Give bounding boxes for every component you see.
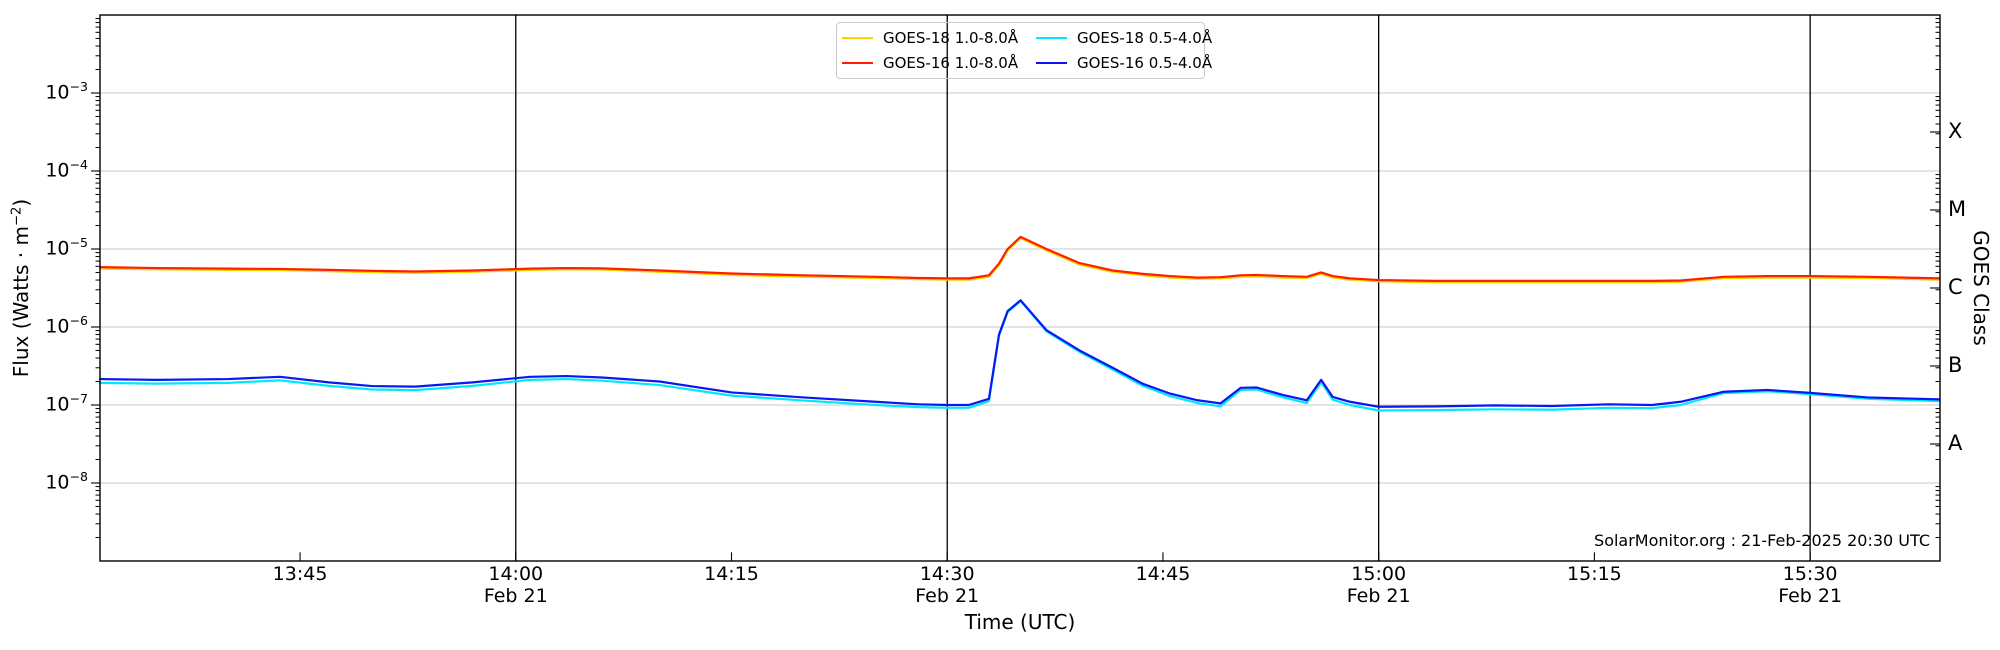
- x-axis-label: Time (UTC): [964, 610, 1076, 634]
- y-axis-label-pre: Flux (Watts · m: [9, 226, 33, 378]
- goes-class-letter: M: [1948, 197, 1967, 221]
- x-tick-label: 14:15: [704, 563, 759, 585]
- x-tick-label: 15:30: [1782, 563, 1838, 585]
- goes-class-letter: B: [1948, 353, 1963, 377]
- x-date-label: Feb 21: [915, 585, 980, 607]
- goes-class-letter: X: [1948, 119, 1963, 143]
- legend-label: GOES-16 0.5-4.0Å: [1077, 54, 1213, 72]
- y-axis-label-sup: −2: [9, 206, 25, 227]
- goes-class-letter: C: [1948, 275, 1963, 299]
- legend-line-swatch: [1036, 36, 1067, 40]
- x-date-label: Feb 21: [1778, 585, 1843, 607]
- x-tick-label: 15:15: [1567, 563, 1622, 585]
- series-goes-18-0-5-4-0-: [99, 299, 1941, 412]
- legend-line-swatch: [842, 61, 873, 65]
- legend-label: GOES-18 0.5-4.0Å: [1077, 29, 1213, 47]
- x-tick-label: 13:45: [272, 563, 328, 585]
- y-tick-label: 10−7: [45, 391, 88, 416]
- plot-spines: [99, 14, 1941, 562]
- legend-entry: GOES-18 0.5-4.0Å: [1036, 29, 1213, 47]
- series-goes-16-1-0-8-0-: [99, 235, 1941, 282]
- y-axis-label: Flux (Watts · m−2): [9, 199, 33, 377]
- y-tick-label: 10−4: [45, 157, 88, 182]
- x-date-label: Feb 21: [483, 585, 548, 607]
- legend-entry: GOES-18 1.0-8.0Å: [842, 29, 1019, 47]
- x-date-label: Feb 21: [1346, 585, 1411, 607]
- series-goes-18-1-0-8-0-: [99, 236, 1941, 284]
- legend-label: GOES-16 1.0-8.0Å: [883, 54, 1019, 72]
- x-tick-label: 14:30: [919, 563, 975, 585]
- goes-class-letter: A: [1948, 431, 1963, 455]
- goes-class-axis-label: GOES Class: [1969, 230, 1993, 346]
- y-tick-label: 10−6: [45, 313, 88, 338]
- y-tick-label: 10−5: [45, 235, 88, 260]
- legend-line-swatch: [1036, 61, 1067, 65]
- legend-entry: GOES-16 0.5-4.0Å: [1036, 54, 1213, 72]
- legend-label: GOES-18 1.0-8.0Å: [883, 29, 1019, 47]
- y-tick-label: 10−3: [45, 79, 88, 104]
- legend-entry: GOES-16 1.0-8.0Å: [842, 54, 1019, 72]
- legend: GOES-18 1.0-8.0Å GOES-16 1.0-8.0Å GOES-18 …: [836, 22, 1212, 79]
- series-goes-16-0-5-4-0-: [99, 299, 1941, 408]
- legend-line-swatch: [842, 36, 873, 40]
- x-tick-label: 14:00: [488, 563, 544, 585]
- x-tick-label: 15:00: [1351, 563, 1407, 585]
- watermark-text: SolarMonitor.org : 21-Feb-2025 20:30 UTC: [1594, 531, 1930, 550]
- y-axis-label-post: ): [9, 198, 33, 207]
- y-tick-label: 10−8: [45, 469, 88, 494]
- x-tick-label: 14:45: [1135, 563, 1191, 585]
